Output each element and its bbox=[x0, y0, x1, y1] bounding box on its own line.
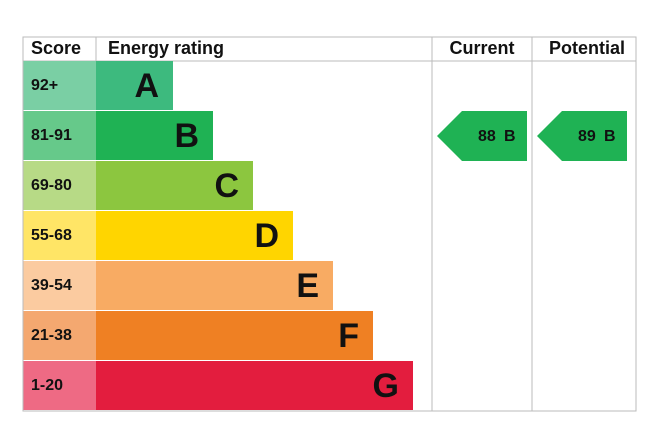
score-cell bbox=[23, 111, 96, 160]
current-arrow bbox=[437, 111, 527, 161]
rating-bar bbox=[96, 211, 293, 260]
score-cell bbox=[23, 61, 96, 110]
band-letter: F bbox=[338, 317, 359, 355]
header-rating: Energy rating bbox=[108, 38, 224, 58]
rating-bar bbox=[96, 161, 253, 210]
band-letter: B bbox=[174, 117, 199, 155]
rating-bar bbox=[96, 361, 413, 410]
rating-bar bbox=[96, 311, 373, 360]
band-letter: C bbox=[214, 167, 239, 205]
band-letter: A bbox=[134, 67, 159, 105]
score-cell bbox=[23, 261, 96, 310]
potential-score: 89 bbox=[578, 128, 596, 145]
band-letter: G bbox=[373, 367, 399, 405]
score-cell bbox=[23, 311, 96, 360]
band-score: 21-38 bbox=[31, 327, 72, 344]
band-score: 69-80 bbox=[31, 177, 72, 194]
band-score: 55-68 bbox=[31, 227, 72, 244]
score-cell bbox=[23, 361, 96, 410]
band-score: 92+ bbox=[31, 77, 58, 94]
band-letter: E bbox=[296, 267, 319, 305]
current-letter: B bbox=[504, 128, 516, 145]
potential-letter: B bbox=[604, 128, 616, 145]
rating-bar bbox=[96, 261, 333, 310]
score-cell bbox=[23, 211, 96, 260]
rating-bar bbox=[96, 111, 213, 160]
band-letter: D bbox=[254, 217, 279, 255]
current-score: 88 bbox=[478, 128, 496, 145]
band-score: 81-91 bbox=[31, 127, 72, 144]
rating-bar bbox=[96, 61, 173, 110]
header-potential: Potential bbox=[549, 38, 625, 58]
frame bbox=[22, 36, 637, 412]
band-score: 39-54 bbox=[31, 277, 72, 294]
header-score: Score bbox=[31, 38, 81, 58]
score-cell bbox=[23, 161, 96, 210]
band-score: 1-20 bbox=[31, 377, 63, 394]
header-current: Current bbox=[449, 38, 514, 58]
potential-arrow bbox=[537, 111, 627, 161]
